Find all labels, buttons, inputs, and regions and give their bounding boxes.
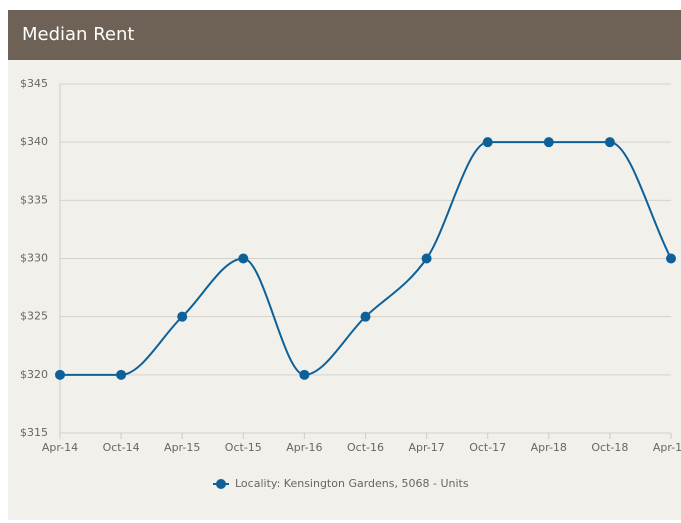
data-point	[360, 311, 371, 322]
data-point	[421, 253, 432, 264]
x-tick-label: Apr-15	[164, 441, 200, 454]
x-tick-label: Apr-16	[286, 441, 322, 454]
panel	[8, 10, 681, 520]
header-bar	[8, 10, 681, 60]
y-tick-label: $320	[20, 368, 48, 381]
data-point	[299, 369, 310, 380]
x-tick-label: Oct-15	[225, 441, 262, 454]
data-point	[604, 137, 615, 148]
header-title: Median Rent	[22, 24, 134, 45]
x-tick-label: Apr-14	[42, 441, 78, 454]
y-tick-label: $325	[20, 310, 48, 323]
x-tick-label: Oct-17	[469, 441, 506, 454]
x-tick-label: Apr-17	[408, 441, 444, 454]
legend-label: Locality: Kensington Gardens, 5068 - Uni…	[235, 477, 469, 490]
x-tick-label: Oct-16	[347, 441, 384, 454]
x-tick-label: Apr-19	[653, 441, 681, 454]
data-point	[666, 253, 676, 264]
x-tick-label: Apr-18	[531, 441, 567, 454]
legend-marker	[216, 479, 226, 489]
x-tick-label: Oct-14	[103, 441, 140, 454]
data-point	[55, 369, 65, 380]
y-tick-label: $340	[20, 135, 48, 148]
x-tick-label: Oct-18	[591, 441, 628, 454]
y-tick-label: $345	[20, 77, 48, 90]
data-point	[482, 137, 493, 148]
data-point	[543, 137, 554, 148]
data-point	[116, 369, 127, 380]
data-point	[177, 311, 188, 322]
data-point	[238, 253, 249, 264]
y-tick-label: $315	[20, 426, 48, 439]
y-tick-label: $330	[20, 252, 48, 265]
y-tick-label: $335	[20, 193, 48, 206]
